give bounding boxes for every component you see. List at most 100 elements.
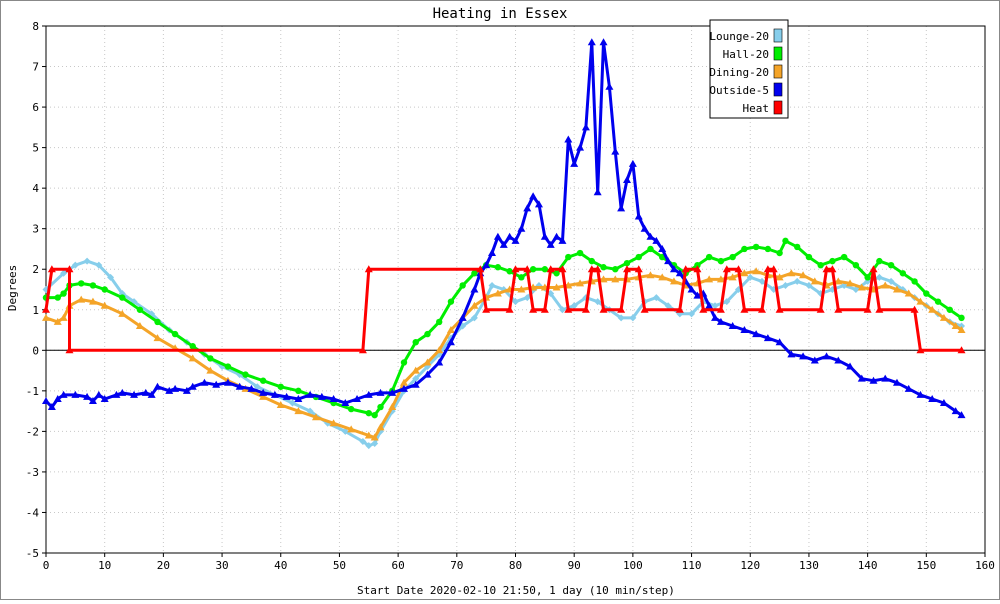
data-point [511,236,520,244]
y-tick-label: 5 [32,142,39,155]
data-point [558,236,567,244]
data-point [740,305,749,313]
data-point [623,176,632,184]
data-point [587,38,596,46]
data-point [635,253,642,261]
data-point [946,306,953,313]
data-point [910,305,919,313]
data-point [470,301,479,309]
data-point [652,294,660,302]
data-point [470,285,479,293]
y-tick-label: -3 [26,466,39,479]
x-tick-label: 30 [215,559,228,572]
y-axis-label: Degrees [6,265,19,311]
data-point [189,343,196,350]
data-point [118,388,127,396]
data-point [794,243,801,251]
data-point [723,298,731,306]
data-point [846,279,855,287]
data-point [329,394,338,402]
data-point [822,265,831,273]
y-tick-label: 1 [32,304,39,317]
data-point [611,147,620,155]
series-hall-20 [42,237,965,419]
data-point [541,266,549,273]
data-point [494,264,502,271]
data-point [412,375,420,383]
data-point [224,363,232,370]
data-point [135,321,144,329]
data-point [646,232,655,240]
data-point [200,378,209,386]
data-point [493,232,502,240]
data-point [834,356,843,364]
data-point [141,388,150,396]
data-point [506,268,513,275]
data-point [958,314,965,322]
data-point [611,275,620,283]
data-point [136,306,144,313]
data-point [728,321,737,329]
data-point [570,159,579,167]
data-point [294,407,303,415]
data-point [775,305,784,313]
data-point [699,305,708,313]
data-point [957,346,966,354]
data-point [388,403,397,411]
data-point [436,318,443,326]
data-point [717,257,725,265]
chart-title: Heating in Essex [433,6,568,22]
data-point [634,265,643,273]
data-point [916,346,925,354]
data-point [277,383,284,390]
legend-swatch [773,100,783,115]
data-point [669,277,678,285]
data-point [412,339,419,346]
data-point [371,440,379,448]
data-point [552,232,561,240]
data-point [916,390,925,398]
data-point [617,204,626,212]
data-point [423,370,432,378]
data-point [295,387,302,395]
data-point [259,392,268,400]
data-point [88,297,97,305]
data-point [446,338,455,346]
legend-swatch [773,46,783,61]
data-point [722,265,731,273]
data-point [593,265,602,273]
data-point [716,305,725,313]
data-point [652,236,661,244]
data-point [612,266,619,273]
data-point [875,305,884,313]
data-point [782,237,789,245]
x-tick-label: 150 [916,559,936,572]
data-point [752,243,760,251]
series-layer [42,38,966,450]
data-point [364,390,373,398]
data-point [147,390,156,398]
data-point [505,305,514,313]
data-point [763,265,772,273]
x-tick-label: 110 [682,559,702,572]
y-tick-label: 7 [32,61,39,74]
data-point [852,286,860,293]
data-point [681,265,690,273]
data-point [899,270,907,277]
data-point [188,382,197,390]
data-point [729,253,736,261]
data-point [741,245,748,253]
data-point [60,290,67,297]
data-point [306,407,314,415]
data-point [576,143,585,151]
y-tick-label: 6 [32,101,39,114]
data-point [359,438,367,446]
y-tick-label: 8 [32,20,39,33]
data-point [876,257,883,265]
data-point [817,261,824,269]
data-point [752,267,761,275]
data-point [171,330,179,338]
data-point [523,204,532,212]
data-point [118,309,127,317]
